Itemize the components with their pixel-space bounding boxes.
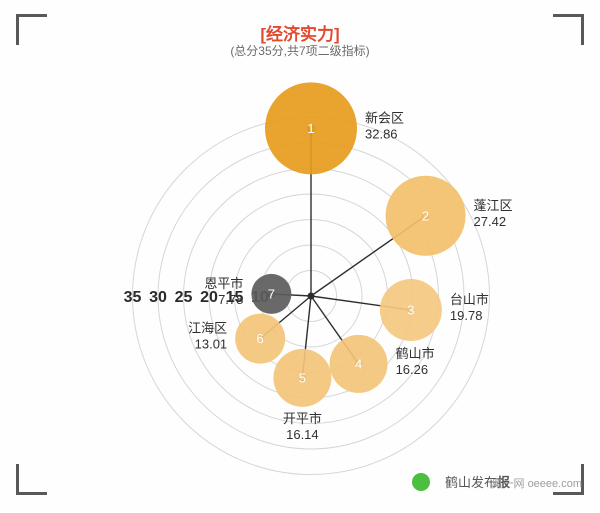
watermark-site-url: oeeee <box>528 478 559 490</box>
node-name: 开平市 <box>283 411 322 426</box>
node-name: 江海区 <box>188 321 227 336</box>
node-value: 19.78 <box>450 308 483 323</box>
node-value: 7.78 <box>218 292 243 307</box>
bubble-rank-label: 6 <box>257 331 264 346</box>
node-value: 27.42 <box>474 214 507 229</box>
node-name: 恩平市 <box>204 276 243 291</box>
node-name: 鹤山市 <box>396 346 435 361</box>
axis-tick-label: 25 <box>175 289 193 306</box>
node-name: 台山市 <box>450 292 489 307</box>
axis-tick-label: 35 <box>124 289 142 306</box>
axis-tick-label: 30 <box>149 289 167 306</box>
bubble-rank-label: 5 <box>299 370 306 385</box>
bubble-rank-label: 7 <box>268 286 275 301</box>
node-name: 蓬江区 <box>474 198 513 213</box>
bubble-rank-label: 3 <box>407 303 414 318</box>
node-value: 16.26 <box>396 362 429 377</box>
node-value: 32.86 <box>365 126 398 141</box>
axis-tick-label: 20 <box>200 289 218 306</box>
bubble-rank-label: 4 <box>355 356 362 371</box>
bubble-rank-label: 2 <box>422 208 429 223</box>
watermark-site-tld: .com <box>558 478 582 490</box>
watermark-site: 奥一网 oeeee.com <box>492 475 583 491</box>
node-value: 13.01 <box>195 337 228 352</box>
polar-chart: 3530252015101新会区32.862蓬江区27.423台山市19.784… <box>0 0 600 513</box>
chart-stage: [经济实力] (总分35分,共7项二级指标) 3530252015101新会区3… <box>0 0 600 513</box>
watermark-site-label: 奥一网 <box>492 478 525 490</box>
node-name: 新会区 <box>365 110 404 125</box>
node-value: 16.14 <box>286 427 319 442</box>
watermark-brand-cn: 鹤山发布 <box>445 475 497 490</box>
bubble-rank-label: 1 <box>307 121 314 136</box>
wechat-icon <box>412 473 430 491</box>
